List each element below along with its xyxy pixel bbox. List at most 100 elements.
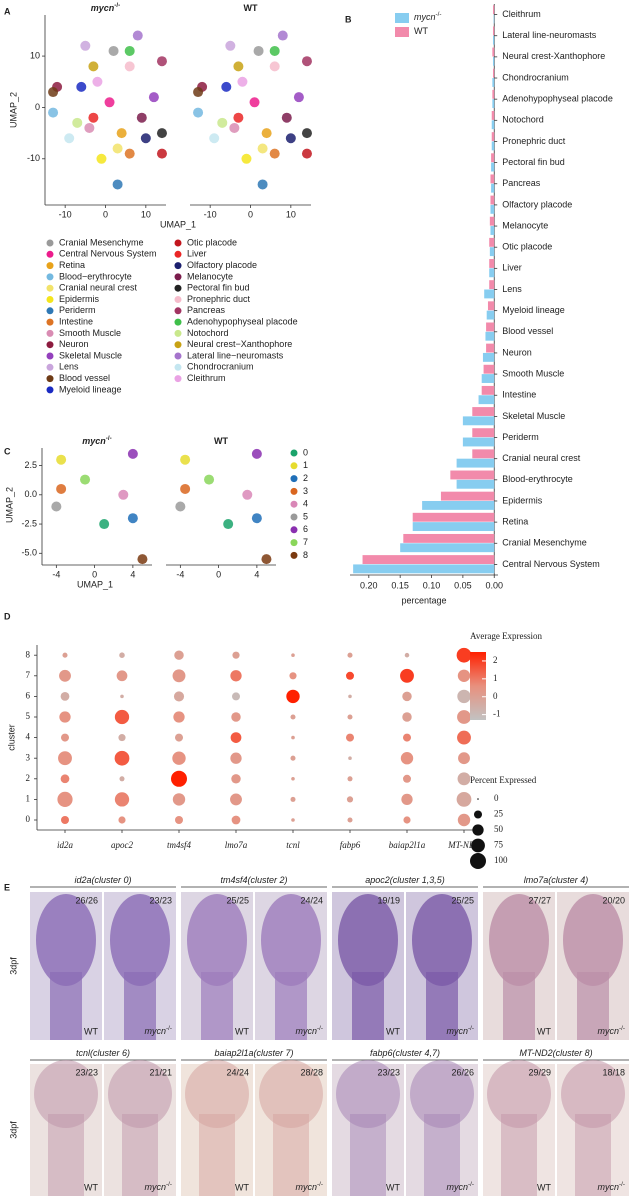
genotype-label-main: mycn <box>296 1182 318 1192</box>
cluster-point <box>269 148 280 159</box>
cluster-point <box>237 76 248 87</box>
y-tick-label: 3 <box>26 752 31 762</box>
genotype-label-sup: -/- <box>468 1025 474 1032</box>
expression-dot <box>119 776 125 782</box>
x-tick-label: -10 <box>59 209 72 219</box>
bar <box>489 268 495 278</box>
size-legend-label: 0 <box>494 793 499 803</box>
legend-marker <box>174 239 182 247</box>
expression-dot <box>171 770 187 787</box>
probe-gene: baiap2l1a <box>214 1048 253 1058</box>
legend-label: mycn-/- <box>414 11 441 22</box>
bar <box>486 310 495 320</box>
cluster-point <box>209 133 220 144</box>
bar <box>489 280 495 290</box>
y-tick-label: 10 <box>30 50 40 60</box>
cluster-point <box>76 81 87 92</box>
category-label: Intestine <box>502 390 536 400</box>
x-tick-label: 0 <box>216 569 221 579</box>
embryo-head <box>259 1060 323 1128</box>
category-label: Chondrocranium <box>502 72 569 82</box>
x-tick-label: 10 <box>141 209 151 219</box>
y-axis-label: UMAP_2 <box>8 92 18 128</box>
x-axis-label: percentage <box>401 595 446 605</box>
legend-marker <box>46 318 54 326</box>
cluster-point <box>56 454 67 465</box>
cluster-point <box>204 474 215 485</box>
cluster-point <box>116 128 127 139</box>
panel-letter: C <box>4 446 11 456</box>
expression-dot <box>61 733 69 742</box>
x-tick-label: -4 <box>52 569 60 579</box>
expression-dot <box>403 733 411 742</box>
legend-label: Cleithrum <box>187 373 226 383</box>
category-label: Liver <box>502 263 522 273</box>
expression-dot <box>172 669 186 683</box>
legend-label: Intestine <box>59 316 93 326</box>
legend-label: Olfactory placode <box>187 260 257 270</box>
expression-dot <box>291 735 295 740</box>
legend-label: Cranial neural crest <box>59 283 138 293</box>
expression-dot <box>403 816 411 824</box>
embryo-head <box>187 894 247 986</box>
legend-label: Chondrocranium <box>187 362 254 372</box>
x-tick-label: tm4sf4 <box>167 840 192 850</box>
legend-marker <box>290 500 298 508</box>
genotype-label: WT <box>84 1026 98 1036</box>
size-legend-label: 100 <box>494 855 508 865</box>
bar <box>493 14 495 24</box>
cluster-point <box>148 92 159 103</box>
legend-label: Melanocyte <box>187 271 233 281</box>
legend-label: 7 <box>303 537 308 547</box>
subplot-title-main: mycn <box>91 3 115 13</box>
category-label: Cleithrum <box>502 9 541 19</box>
embryo-trunk <box>350 1114 386 1196</box>
probe-note: (cluster 2) <box>248 875 288 885</box>
category-label: Lateral line-neuromasts <box>502 30 597 40</box>
embryo-trunk <box>199 1114 235 1196</box>
colorbar-tick-label: 1 <box>493 673 498 683</box>
legend-marker <box>174 352 182 360</box>
embryo-trunk <box>352 972 384 1040</box>
bar <box>440 491 495 501</box>
cluster-point <box>64 133 75 144</box>
subplot-title-sup: -/- <box>106 435 112 442</box>
cluster-point <box>233 61 244 72</box>
expression-dot <box>457 710 471 724</box>
legend-marker <box>46 341 54 349</box>
cluster-point <box>112 179 123 190</box>
expression-dot <box>456 792 472 807</box>
cluster-point <box>108 45 119 56</box>
cluster-point <box>156 56 167 67</box>
expression-dot <box>402 691 412 702</box>
embryo-count: 23/23 <box>377 1067 400 1077</box>
category-label: Epidermis <box>502 495 543 505</box>
legend-label: 5 <box>303 511 308 521</box>
bar <box>412 522 495 532</box>
expression-dot <box>348 694 352 699</box>
embryo-head <box>36 894 96 986</box>
embryo-head <box>412 894 472 986</box>
genotype-label: WT <box>84 1182 98 1192</box>
embryo-head <box>338 894 398 986</box>
category-label: Periderm <box>502 432 539 442</box>
embryo-count: 21/21 <box>149 1067 172 1077</box>
panel-letter: A <box>4 6 11 16</box>
legend-marker <box>174 262 182 270</box>
genotype-label-sup: -/- <box>317 1181 323 1188</box>
legend-swatch <box>395 27 409 37</box>
legend-label: Blood−erythrocyte <box>59 271 132 281</box>
legend-marker <box>290 513 298 521</box>
probe-note: (cluster 7) <box>254 1048 294 1058</box>
category-label: Lens <box>502 284 522 294</box>
legend-label: Skeletal Muscle <box>59 350 122 360</box>
expression-dot <box>346 671 354 680</box>
cluster-point <box>257 143 268 154</box>
x-tick-label: 4 <box>130 569 135 579</box>
bar <box>481 385 495 395</box>
size-legend-dot <box>471 838 485 853</box>
bar <box>492 89 495 99</box>
embryo-trunk <box>48 1114 84 1196</box>
legend-marker <box>290 539 298 547</box>
bar <box>362 555 495 565</box>
